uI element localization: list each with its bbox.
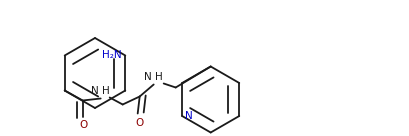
Text: N: N bbox=[184, 111, 192, 121]
Text: N: N bbox=[91, 86, 99, 96]
Text: O: O bbox=[135, 118, 144, 128]
Text: H: H bbox=[154, 72, 162, 82]
Text: O: O bbox=[79, 120, 88, 131]
Text: H₂N: H₂N bbox=[101, 50, 121, 60]
Text: H: H bbox=[101, 86, 109, 96]
Text: N: N bbox=[144, 72, 151, 82]
